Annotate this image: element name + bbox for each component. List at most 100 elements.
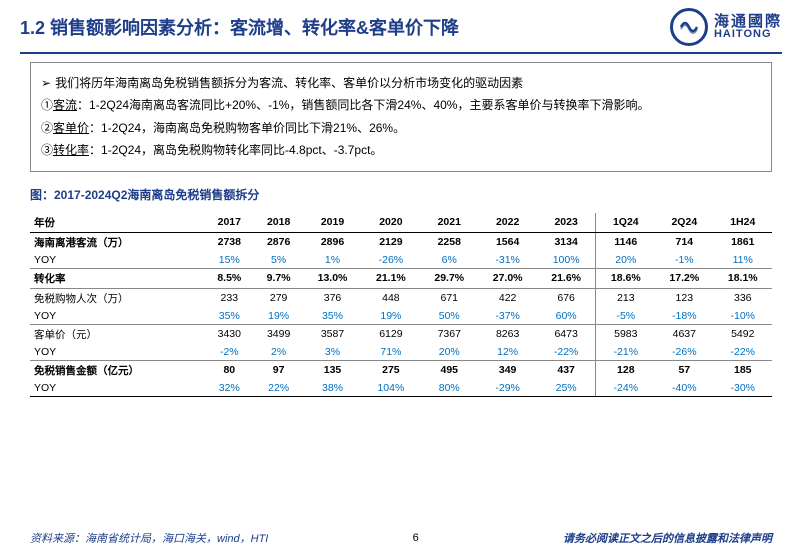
table-cell: 9.7% <box>254 268 303 288</box>
table-cell: 135 <box>303 360 361 380</box>
table-cell: 100% <box>537 252 596 269</box>
table-row-label: YOY <box>30 380 205 397</box>
table-cell: 5492 <box>714 324 773 344</box>
table-cell: 3% <box>303 344 361 361</box>
table-cell: 1% <box>303 252 361 269</box>
table-row: 转化率8.5%9.7%13.0%21.1%29.7%27.0%21.6%18.6… <box>30 268 772 288</box>
table-cell: 20% <box>596 252 655 269</box>
table-cell: -26% <box>655 344 713 361</box>
table-cell: -26% <box>362 252 420 269</box>
table-header-cell: 2021 <box>420 213 478 233</box>
table-cell: 80 <box>205 360 254 380</box>
summary-point-2: ②客单价：1-2Q24，海南离岛免税购物客单价同比下滑21%、26%。 <box>41 118 761 138</box>
table-cell: 21.1% <box>362 268 420 288</box>
table-cell: -21% <box>596 344 655 361</box>
table-header-cell: 2023 <box>537 213 596 233</box>
brand-logo: 海通國際 HAITONG <box>670 8 782 46</box>
table-cell: 2738 <box>205 232 254 252</box>
table-cell: -22% <box>537 344 596 361</box>
table-row: YOY35%19%35%19%50%-37%60%-5%-18%-10% <box>30 308 772 325</box>
table-row-label: YOY <box>30 344 205 361</box>
table-cell: 213 <box>596 288 655 308</box>
table-cell: 19% <box>362 308 420 325</box>
table-cell: 2129 <box>362 232 420 252</box>
table-cell: 13.0% <box>303 268 361 288</box>
table-cell: 29.7% <box>420 268 478 288</box>
table-cell: 7367 <box>420 324 478 344</box>
table-cell: 6473 <box>537 324 596 344</box>
table-cell: 3134 <box>537 232 596 252</box>
page-title: 1.2 销售额影响因素分析：客流增、转化率&客单价下降 <box>20 14 459 40</box>
table-cell: 18.6% <box>596 268 655 288</box>
table-cell: 3587 <box>303 324 361 344</box>
page-number: 6 <box>413 532 419 544</box>
summary-box: ➢我们将历年海南离岛免税销售额拆分为客流、转化率、客单价以分析市场变化的驱动因素… <box>30 62 772 172</box>
table-header-cell: 1Q24 <box>596 213 655 233</box>
table-header-cell: 2Q24 <box>655 213 713 233</box>
table-cell: 6129 <box>362 324 420 344</box>
table-cell: 32% <box>205 380 254 397</box>
table-cell: 15% <box>205 252 254 269</box>
summary-point-3: ③转化率：1-2Q24，离岛免税购物转化率同比-4.8pct、-3.7pct。 <box>41 140 761 160</box>
table-cell: 349 <box>478 360 536 380</box>
table-cell: 35% <box>205 308 254 325</box>
table-title: 图：2017-2024Q2海南离岛免税销售额拆分 <box>30 186 772 203</box>
table-row-label: 转化率 <box>30 268 205 288</box>
table-row: YOY15%5%1%-26%6%-31%100%20%-1%11% <box>30 252 772 269</box>
table-row-label: 海南离港客流（万） <box>30 232 205 252</box>
table-header-cell: 2019 <box>303 213 361 233</box>
table-cell: 1861 <box>714 232 773 252</box>
table-cell: 18.1% <box>714 268 773 288</box>
table-cell: -22% <box>714 344 773 361</box>
table-cell: 676 <box>537 288 596 308</box>
logo-text-cn: 海通國際 <box>714 14 782 29</box>
table-header-cell: 2018 <box>254 213 303 233</box>
table-cell: 20% <box>420 344 478 361</box>
table-cell: 1146 <box>596 232 655 252</box>
table-cell: -31% <box>478 252 536 269</box>
table-cell: -2% <box>205 344 254 361</box>
table-cell: 185 <box>714 360 773 380</box>
data-table: 年份20172018201920202021202220231Q242Q241H… <box>30 213 772 397</box>
table-cell: 495 <box>420 360 478 380</box>
table-cell: 275 <box>362 360 420 380</box>
table-cell: 22% <box>254 380 303 397</box>
table-row-label: 客单价（元） <box>30 324 205 344</box>
table-cell: 8.5% <box>205 268 254 288</box>
table-row-label: YOY <box>30 252 205 269</box>
table-cell: 71% <box>362 344 420 361</box>
table-cell: 21.6% <box>537 268 596 288</box>
table-cell: 17.2% <box>655 268 713 288</box>
logo-text-en: HAITONG <box>714 29 782 40</box>
table-cell: 422 <box>478 288 536 308</box>
table-cell: 97 <box>254 360 303 380</box>
table-cell: -18% <box>655 308 713 325</box>
table-cell: 27.0% <box>478 268 536 288</box>
table-cell: 714 <box>655 232 713 252</box>
table-cell: 19% <box>254 308 303 325</box>
table-cell: 50% <box>420 308 478 325</box>
table-row-label: 免税销售金额（亿元） <box>30 360 205 380</box>
table-row: 客单价（元）3430349935876129736782636473598346… <box>30 324 772 344</box>
table-cell: -24% <box>596 380 655 397</box>
table-cell: 60% <box>537 308 596 325</box>
table-cell: 6% <box>420 252 478 269</box>
table-cell: 2% <box>254 344 303 361</box>
table-cell: 376 <box>303 288 361 308</box>
table-row: 免税销售金额（亿元）809713527549534943712857185 <box>30 360 772 380</box>
table-row: 海南离港客流（万）2738287628962129225815643134114… <box>30 232 772 252</box>
summary-lead: ➢我们将历年海南离岛免税销售额拆分为客流、转化率、客单价以分析市场变化的驱动因素 <box>41 73 761 93</box>
header-divider <box>20 52 782 54</box>
table-cell: 1564 <box>478 232 536 252</box>
table-cell: 2258 <box>420 232 478 252</box>
table-cell: 123 <box>655 288 713 308</box>
table-cell: 448 <box>362 288 420 308</box>
table-cell: 336 <box>714 288 773 308</box>
table-cell: -10% <box>714 308 773 325</box>
table-cell: 3430 <box>205 324 254 344</box>
table-row: YOY-2%2%3%71%20%12%-22%-21%-26%-22% <box>30 344 772 361</box>
table-cell: 671 <box>420 288 478 308</box>
footer-source: 资料来源：海南省统计局，海口海关，wind，HTI <box>30 530 268 546</box>
table-header-cell: 1H24 <box>714 213 773 233</box>
table-row-label: YOY <box>30 308 205 325</box>
